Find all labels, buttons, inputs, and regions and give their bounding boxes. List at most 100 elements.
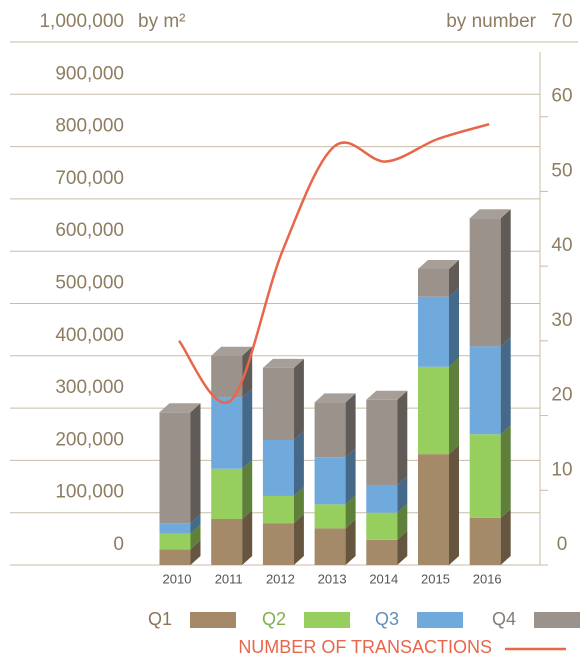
bar-side: [500, 337, 511, 435]
legend-swatch: [190, 612, 236, 628]
bar-side: [345, 495, 356, 529]
y-tick-label: 300,000: [55, 377, 124, 398]
x-tick-label: 2013: [318, 571, 347, 586]
x-tick-label: 2012: [266, 571, 295, 586]
bar-segment: [159, 412, 191, 524]
y-tick-label: 800,000: [55, 116, 124, 137]
y2-tick-label: 10: [551, 459, 572, 480]
bar-segment: [314, 504, 346, 529]
bar-segment: [366, 539, 398, 565]
x-tick-label: 2010: [163, 571, 192, 586]
bar-side: [397, 503, 408, 540]
bar-side: [345, 393, 356, 458]
x-tick-label: 2011: [215, 571, 243, 586]
legend-label: Q4: [492, 609, 516, 629]
bar-segment: [366, 512, 398, 540]
bar-side: [293, 486, 304, 524]
bar-segment: [469, 346, 501, 435]
bar-segment: [262, 367, 294, 441]
bar-side: [293, 358, 304, 441]
y2-tick-label: 20: [551, 385, 572, 406]
y-tick-label: 1,000,000: [39, 11, 124, 32]
y2-axis-label: by number: [446, 11, 536, 32]
legend-label: Q2: [262, 609, 286, 629]
y-tick-label: 900,000: [55, 63, 124, 84]
bar-segment: [159, 549, 191, 565]
bar-side: [345, 448, 356, 505]
bar-segment: [262, 495, 294, 524]
bar-side: [190, 540, 201, 565]
legend-label: Q3: [375, 609, 399, 629]
bar-segment: [211, 518, 243, 565]
bar-top: [211, 346, 253, 356]
bar-side: [397, 390, 408, 485]
bar-segment: [418, 296, 449, 367]
bar-segment: [418, 268, 449, 297]
bar-top: [469, 209, 511, 219]
y2-tick-label: 50: [551, 160, 572, 181]
y-tick-label: 600,000: [55, 220, 124, 241]
legend-swatch: [534, 612, 580, 628]
bar-side: [449, 259, 459, 297]
legend-swatch: [304, 612, 350, 628]
x-tick-label: 2016: [473, 571, 502, 586]
bar-segment: [418, 366, 449, 455]
bar-segment: [211, 468, 243, 519]
bar-side: [293, 514, 304, 565]
y-tick-label: 100,000: [55, 482, 124, 503]
bar-side: [242, 509, 253, 565]
y2-tick-label: 60: [551, 86, 572, 107]
bar-segment: [469, 218, 501, 347]
y-tick-label: 700,000: [55, 168, 124, 189]
bar-segment: [314, 457, 346, 505]
legend-swatch: [417, 612, 463, 628]
y-tick-label: 200,000: [55, 429, 124, 450]
y-tick-label: 0: [113, 534, 124, 555]
bar-segment: [262, 440, 294, 496]
legend-label: NUMBER OF TRANSACTIONS: [238, 637, 492, 657]
bar-top: [159, 403, 201, 413]
y2-tick-label: 40: [551, 235, 572, 256]
bar-side: [500, 508, 511, 565]
bar-segment: [469, 434, 501, 518]
bar-side: [397, 475, 408, 513]
bar-segment: [314, 528, 346, 565]
legend-label: Q1: [148, 609, 172, 629]
bar-segment: [366, 484, 398, 513]
y-tick-label: 500,000: [55, 273, 124, 294]
bar-segment: [262, 523, 294, 565]
bar-side: [449, 287, 459, 367]
bar-side: [449, 445, 459, 565]
bar-side: [190, 403, 201, 524]
line-series: [177, 122, 490, 405]
bar-segment: [159, 533, 191, 550]
y2-tick-label: 0: [557, 534, 568, 555]
bar-top: [262, 358, 304, 368]
y-axis-label: by m²: [138, 11, 186, 32]
bar-segment: [211, 397, 243, 469]
bar-side: [242, 459, 253, 519]
bar-side: [397, 530, 408, 565]
bar-side: [500, 425, 511, 518]
bar-segment: [159, 523, 191, 534]
x-tick-label: 2015: [421, 571, 450, 586]
bar-top: [366, 390, 408, 400]
bar-side: [345, 519, 356, 565]
bar-segment: [366, 399, 398, 485]
bar-side: [190, 524, 201, 550]
bar-segment: [314, 402, 346, 458]
bar-segment: [418, 454, 449, 565]
bar-top: [418, 259, 459, 269]
bar-top: [314, 393, 356, 403]
bar-side: [449, 357, 459, 455]
y-tick-label: 400,000: [55, 325, 124, 346]
bar-side: [190, 514, 201, 534]
y2-tick-label: 30: [551, 310, 572, 331]
y2-tick-label: 70: [551, 11, 572, 32]
bar-side: [242, 388, 253, 469]
bar-segment: [469, 517, 501, 565]
bar-side: [293, 431, 304, 496]
x-tick-label: 2014: [369, 571, 398, 586]
bar-side: [500, 209, 511, 347]
